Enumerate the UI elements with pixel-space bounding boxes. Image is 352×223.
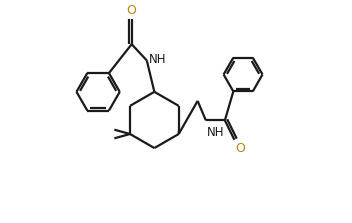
Text: O: O xyxy=(235,142,245,155)
Text: O: O xyxy=(127,4,137,17)
Text: NH: NH xyxy=(149,53,166,66)
Text: NH: NH xyxy=(207,126,225,139)
